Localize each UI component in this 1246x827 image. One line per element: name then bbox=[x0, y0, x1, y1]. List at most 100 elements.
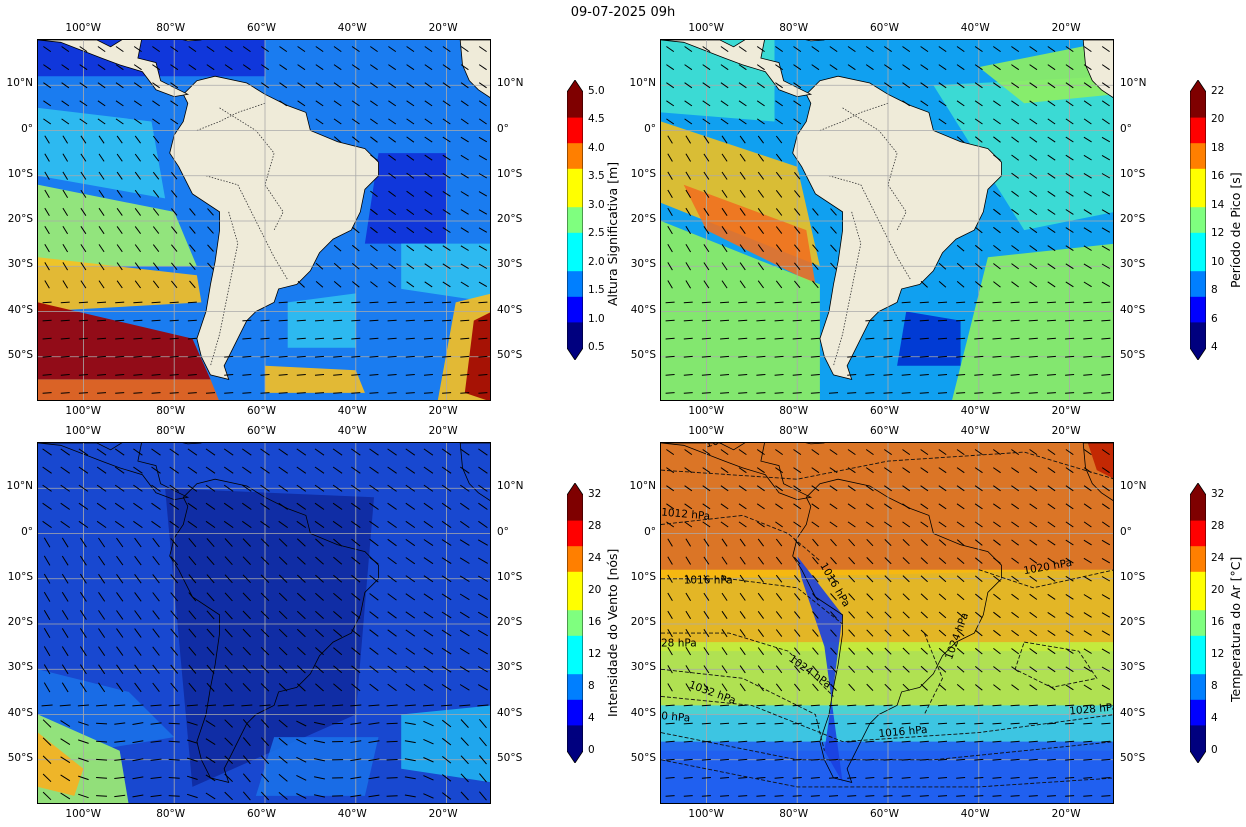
colorbar-segment bbox=[567, 181, 583, 195]
vector-arrow bbox=[242, 502, 252, 510]
vector-arrow bbox=[1083, 46, 1092, 53]
isobar-line bbox=[661, 632, 834, 697]
vector-arrow bbox=[1065, 575, 1074, 582]
vector-arrow bbox=[278, 319, 288, 322]
vector-arrow bbox=[1011, 46, 1020, 53]
vector-arrow bbox=[207, 262, 214, 270]
colorbar-tick-label: 18 bbox=[1211, 141, 1225, 154]
isobar-label: 0 hPa bbox=[661, 710, 691, 724]
vector-arrow bbox=[424, 82, 433, 89]
vector-arrow bbox=[1101, 263, 1111, 269]
vector-arrow bbox=[919, 392, 929, 394]
vector-arrow bbox=[296, 720, 307, 727]
lat-tick-label: 30°S bbox=[1120, 661, 1146, 674]
lon-tick-label: 60°W bbox=[247, 425, 276, 437]
vector-arrow bbox=[738, 100, 747, 107]
vector-arrow bbox=[1010, 319, 1020, 322]
vector-arrow bbox=[368, 722, 380, 725]
vector-arrow bbox=[1101, 758, 1111, 761]
colorbar-extend-max bbox=[1190, 483, 1206, 495]
vector-arrow bbox=[44, 189, 50, 198]
vector-arrow bbox=[919, 355, 929, 358]
vector-arrow bbox=[370, 82, 378, 89]
vector-arrow bbox=[370, 208, 378, 216]
vector-arrow bbox=[368, 794, 380, 798]
vector-arrow bbox=[98, 573, 106, 584]
vector-arrows bbox=[42, 46, 488, 394]
vector-arrow bbox=[1101, 704, 1111, 707]
vector-arrow bbox=[61, 46, 70, 53]
vector-arrow bbox=[351, 520, 361, 529]
vector-arrow bbox=[794, 629, 801, 637]
vector-arrow bbox=[477, 629, 488, 637]
vector-arrow bbox=[460, 520, 470, 529]
vector-arrow bbox=[956, 557, 965, 564]
vector-arrow bbox=[956, 539, 965, 546]
vector-arrow bbox=[794, 208, 801, 216]
vector-arrow bbox=[865, 722, 875, 725]
vector-arrow bbox=[370, 281, 378, 288]
vector-arrow bbox=[938, 629, 947, 637]
vector-arrow bbox=[133, 355, 143, 358]
vector-arrow bbox=[442, 337, 452, 340]
vector-arrow bbox=[720, 392, 730, 394]
vector-arrow bbox=[442, 190, 451, 197]
vector-arrow bbox=[133, 64, 142, 71]
vector-arrow bbox=[1101, 227, 1111, 233]
vector-arrow bbox=[993, 226, 1001, 234]
vector-arrow bbox=[1011, 611, 1019, 619]
vector-arrow bbox=[423, 301, 433, 304]
vector-arrow bbox=[1101, 648, 1111, 654]
vector-arrow bbox=[920, 629, 928, 637]
vector-arrow bbox=[1083, 777, 1093, 779]
vector-arrow bbox=[61, 646, 69, 657]
vector-arrow bbox=[187, 355, 197, 358]
vector-arrow bbox=[387, 629, 397, 637]
vector-arrow bbox=[974, 82, 983, 89]
vector-arrow bbox=[134, 610, 142, 620]
vector-arrow bbox=[278, 484, 288, 492]
vector-arrow bbox=[332, 502, 343, 510]
vector-arrow bbox=[478, 100, 487, 107]
vector-arrow bbox=[116, 537, 124, 548]
vector-arrow bbox=[829, 64, 838, 71]
colorbar-segment bbox=[1190, 610, 1206, 624]
vector-arrow bbox=[43, 609, 51, 620]
vector-arrow bbox=[43, 573, 51, 584]
vector-arrow bbox=[902, 46, 911, 53]
vector-arrow bbox=[388, 226, 396, 234]
vector-arrow bbox=[847, 392, 857, 394]
vector-arrow bbox=[884, 611, 892, 619]
vector-arrow bbox=[1101, 449, 1110, 456]
vector-arrow bbox=[667, 538, 673, 547]
vector-arrow bbox=[314, 337, 325, 340]
vector-arrow bbox=[115, 392, 125, 394]
vector-arrow bbox=[956, 740, 966, 743]
vector-arrow bbox=[150, 776, 162, 779]
vector-arrow bbox=[115, 100, 124, 107]
vector-arrow bbox=[423, 593, 434, 601]
colorbar-segment bbox=[567, 635, 583, 650]
lat-tick-label: 10°S bbox=[630, 167, 656, 180]
vector-arrow bbox=[865, 467, 874, 474]
vector-arrow bbox=[296, 774, 307, 781]
vector-arrow bbox=[441, 737, 452, 746]
vector-arrow bbox=[956, 449, 965, 456]
vector-arrow bbox=[721, 280, 728, 289]
vector-arrow bbox=[812, 226, 819, 234]
vector-arrow bbox=[278, 737, 288, 746]
vector-arrow bbox=[314, 355, 325, 358]
vector-arrow bbox=[774, 740, 784, 743]
vector-arrow bbox=[406, 82, 415, 89]
vector-arrow bbox=[188, 664, 197, 674]
vector-arrow bbox=[847, 722, 857, 725]
vector-arrow bbox=[1029, 557, 1038, 564]
vector-arrow bbox=[351, 647, 361, 655]
vector-arrow bbox=[919, 722, 929, 725]
vector-arrow bbox=[974, 100, 983, 107]
vector-arrow bbox=[884, 485, 892, 492]
vector-arrow bbox=[720, 467, 729, 474]
vector-arrow bbox=[848, 611, 856, 619]
vector-arrow bbox=[98, 262, 105, 271]
vector-arrow bbox=[865, 64, 874, 71]
